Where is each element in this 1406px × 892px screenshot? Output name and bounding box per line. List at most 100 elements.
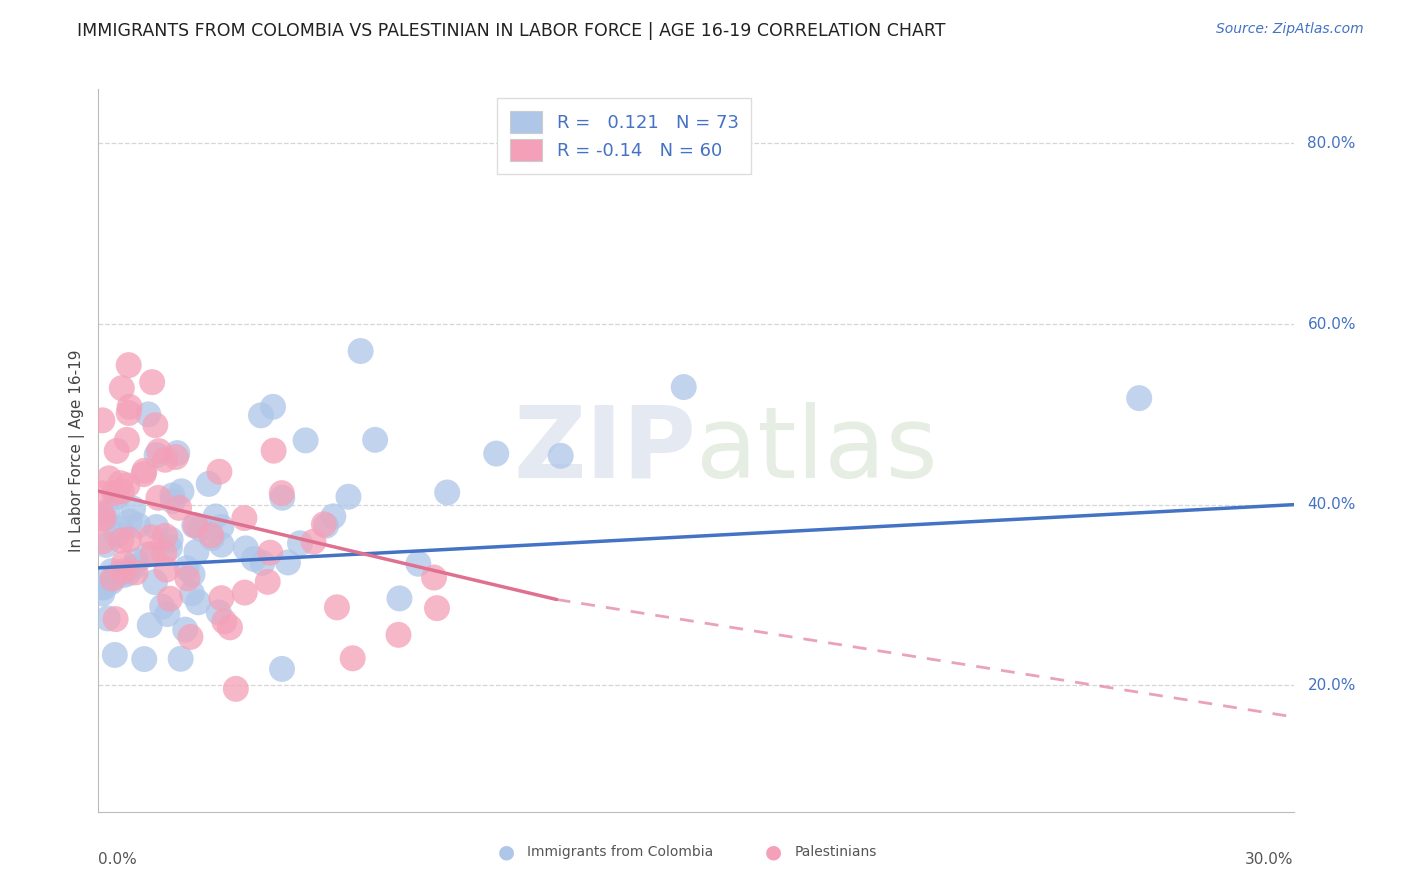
Point [91, 580, 114, 594]
Point [302, 534, 325, 549]
Point [100, 574, 122, 589]
Point [127, 518, 149, 533]
Point [270, 486, 292, 500]
Point [110, 476, 132, 491]
Point [180, 586, 202, 600]
Point [262, 400, 284, 414]
Legend: R =   0.121   N = 73, R = -0.14   N = 60: R = 0.121 N = 73, R = -0.14 N = 60 [498, 98, 751, 174]
Point [105, 568, 128, 582]
Text: 60.0%: 60.0% [1308, 317, 1355, 332]
Point [170, 652, 193, 666]
Point [176, 572, 198, 586]
Point [162, 488, 184, 502]
Point [105, 490, 128, 504]
Point [134, 464, 156, 478]
Point [104, 648, 127, 662]
Text: 30.0%: 30.0% [1246, 853, 1294, 867]
Point [225, 681, 247, 696]
Point [94, 511, 117, 525]
Text: 40.0%: 40.0% [1308, 497, 1355, 512]
Point [101, 572, 124, 586]
Point [672, 380, 695, 394]
Text: IMMIGRANTS FROM COLOMBIA VS PALESTINIAN IN LABOR FORCE | AGE 16-19 CORRELATION C: IMMIGRANTS FROM COLOMBIA VS PALESTINIAN … [77, 22, 946, 40]
Point [118, 406, 141, 420]
Point [159, 591, 181, 606]
Point [118, 358, 141, 372]
Point [364, 433, 387, 447]
Point [132, 467, 155, 482]
Point [214, 615, 236, 629]
Point [337, 490, 360, 504]
Point [259, 546, 281, 560]
Point [111, 381, 134, 395]
Point [162, 494, 184, 508]
Point [550, 449, 572, 463]
Point [148, 491, 170, 505]
Point [204, 509, 226, 524]
Point [136, 408, 159, 422]
Point [139, 618, 162, 632]
Point [111, 568, 134, 582]
Point [105, 528, 128, 542]
Point [271, 662, 294, 676]
Point [153, 529, 176, 543]
Point [201, 531, 224, 545]
Point [100, 564, 122, 578]
Point [190, 522, 212, 536]
Point [243, 552, 266, 566]
Point [183, 518, 205, 533]
Point [156, 607, 179, 621]
Point [103, 486, 125, 500]
Point [155, 563, 177, 577]
Point [186, 545, 208, 559]
Point [233, 511, 256, 525]
Point [219, 620, 242, 634]
Point [153, 546, 176, 560]
Point [91, 508, 114, 522]
Point [93, 581, 115, 595]
Point [176, 561, 198, 575]
Point [167, 500, 190, 515]
Point [485, 446, 508, 460]
Point [165, 450, 187, 464]
Point [134, 652, 156, 666]
Point [1128, 391, 1150, 405]
Point [387, 628, 409, 642]
Point [104, 612, 127, 626]
Point [125, 566, 148, 580]
Point [235, 541, 257, 556]
Text: Source: ZipAtlas.com: Source: ZipAtlas.com [1216, 22, 1364, 37]
Point [118, 400, 141, 414]
Point [208, 465, 231, 479]
Point [94, 538, 117, 552]
Point [91, 512, 114, 526]
Point [209, 520, 232, 534]
Point [105, 443, 128, 458]
Point [322, 509, 344, 524]
Y-axis label: In Labor Force | Age 16-19: In Labor Force | Age 16-19 [69, 349, 84, 552]
Point [181, 567, 204, 582]
Point [141, 375, 163, 389]
Point [122, 501, 145, 516]
Point [91, 486, 114, 500]
Text: ●: ● [498, 842, 515, 862]
Point [91, 534, 114, 549]
Point [117, 478, 139, 492]
Point [139, 530, 162, 544]
Point [179, 630, 201, 644]
Point [153, 452, 176, 467]
Point [288, 536, 311, 550]
Point [150, 599, 173, 614]
Point [145, 448, 167, 462]
Text: Palestinians: Palestinians [794, 845, 877, 859]
Point [326, 600, 349, 615]
Point [349, 344, 371, 359]
Point [111, 565, 134, 579]
Point [159, 541, 181, 555]
Text: ●: ● [765, 842, 782, 862]
Point [211, 538, 233, 552]
Point [112, 557, 135, 571]
Point [115, 433, 138, 447]
Point [250, 409, 273, 423]
Point [174, 623, 197, 637]
